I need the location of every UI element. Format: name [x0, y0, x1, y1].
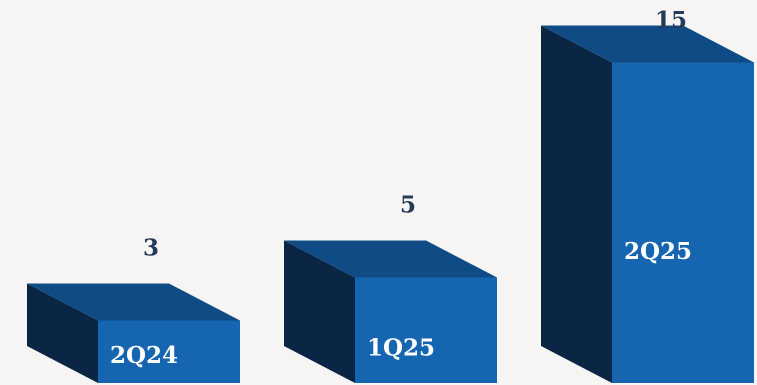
value-label-2q24: 3 — [143, 235, 159, 262]
bar-2q25 — [541, 25, 754, 383]
bar-top-2q25 — [541, 25, 754, 63]
bar-1q25 — [284, 240, 497, 383]
value-label-2q25: 15 — [655, 7, 687, 34]
bar-2q24 — [27, 283, 240, 383]
bars-layer — [27, 25, 754, 383]
category-label-2q25: 2Q25 — [624, 238, 692, 265]
bar-front-2q24 — [98, 320, 240, 383]
bar-side-2q24 — [27, 283, 98, 383]
bar-front-2q25 — [612, 62, 754, 383]
labels-layer: 2Q24 3 1Q25 5 2Q25 15 — [110, 7, 692, 369]
category-label-1q25: 1Q25 — [367, 335, 435, 362]
value-label-1q25: 5 — [400, 192, 416, 219]
bar-top-1q25 — [284, 240, 497, 278]
category-label-2q24: 2Q24 — [110, 342, 178, 369]
bar-front-1q25 — [355, 277, 497, 383]
bar-top-2q24 — [27, 283, 240, 321]
bar-side-1q25 — [284, 240, 355, 383]
bar-side-2q25 — [541, 25, 612, 383]
